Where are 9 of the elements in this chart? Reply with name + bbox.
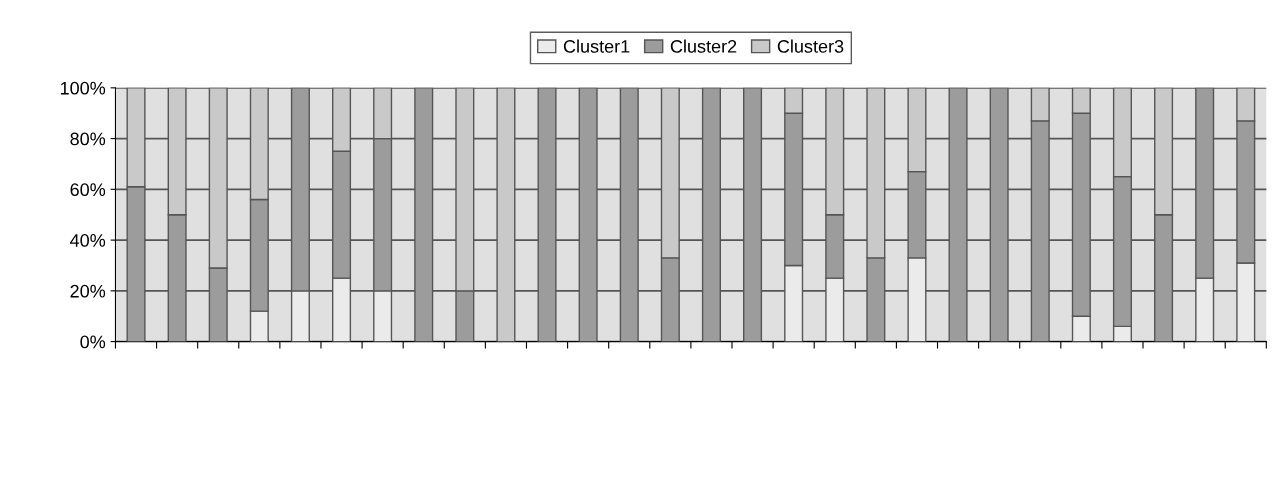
legend-label: Cluster3	[777, 39, 844, 53]
y-tick-label: 80%	[70, 132, 106, 146]
y-tick-label: 100%	[60, 81, 106, 95]
legend-label: Cluster1	[563, 39, 630, 53]
legend-label: Cluster2	[670, 39, 737, 53]
y-tick-label: 60%	[70, 183, 106, 197]
y-tick-label: 40%	[70, 234, 106, 247]
y-tick-label: 20%	[70, 284, 106, 298]
y-tick-label: 0%	[80, 335, 106, 349]
